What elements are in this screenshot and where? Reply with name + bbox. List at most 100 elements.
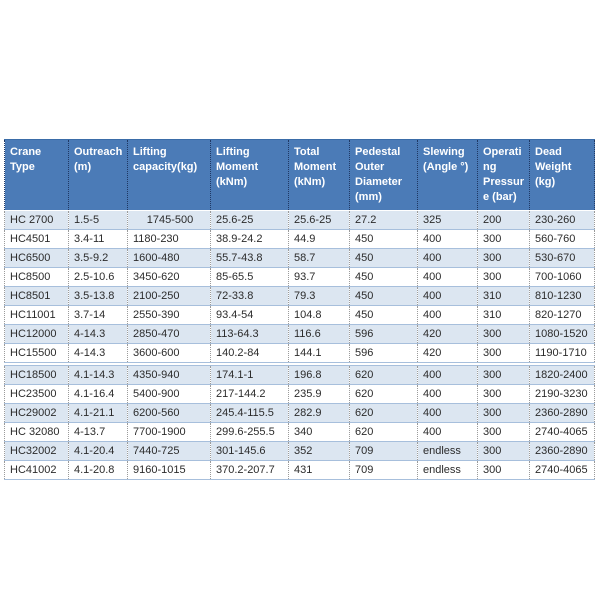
cell: 27.2	[349, 210, 418, 230]
cell: 2550-390	[127, 305, 211, 325]
cell: 810-1230	[529, 286, 595, 306]
cell: 1600-480	[127, 248, 211, 268]
cell: 596	[349, 343, 418, 363]
cell: 6200-560	[127, 403, 211, 423]
cell: 79.3	[288, 286, 350, 306]
cell: 235.9	[288, 384, 350, 404]
table-row: HC4501 3.4-11 1180-230 38.9-24.2 44.9 450 400 3…	[4, 229, 595, 249]
table-row: HC23500 4.1-16.4 5400-900 217-144.2 235.9 620…	[4, 384, 595, 404]
header-row: Crane Type Outreach (m) Lifting capacity(k…	[4, 139, 595, 211]
cell: 450	[349, 305, 418, 325]
cell: 245.4-115.5	[210, 403, 289, 423]
cell: HC6500	[4, 248, 69, 268]
cell: 400	[417, 305, 478, 325]
table-row: HC6500 3.5-9.2 1600-480 55.7-43.8 58.7 450 400…	[4, 248, 595, 268]
cell: 4-14.3	[68, 324, 128, 344]
cell: 230-260	[529, 210, 595, 230]
cell: endless	[417, 460, 478, 480]
cell: HC32002	[4, 441, 69, 461]
cell: 1190-1710	[529, 343, 595, 363]
cell: 7700-1900	[127, 422, 211, 442]
table-row: HC12000 4-14.3 2850-470 113-64.3 116.6 596 420…	[4, 324, 595, 344]
cell: 2.5-10.6	[68, 267, 128, 287]
cell: 196.8	[288, 365, 350, 385]
table-row: HC41002 4.1-20.8 9160-1015 370.2-207.7 431 70…	[4, 460, 595, 480]
cell: 299.6-255.5	[210, 422, 289, 442]
cell: 300	[477, 267, 530, 287]
column-header: Dead Weight (kg)	[529, 139, 595, 211]
cell: 400	[417, 229, 478, 249]
cell: 709	[349, 441, 418, 461]
cell: endless	[417, 441, 478, 461]
cell: 300	[477, 460, 530, 480]
cell: 3.5-9.2	[68, 248, 128, 268]
crane-spec-table: Crane Type Outreach (m) Lifting capacity(k…	[4, 139, 595, 480]
cell: 300	[477, 343, 530, 363]
cell: 93.7	[288, 267, 350, 287]
cell: 450	[349, 229, 418, 249]
cell: 4.1-14.3	[68, 365, 128, 385]
cell: HC8500	[4, 267, 69, 287]
cell: 140.2-84	[210, 343, 289, 363]
column-header: Lifting capacity(kg)	[127, 139, 211, 211]
column-header: Total Moment (kNm)	[288, 139, 350, 211]
cell: 174.1-1	[210, 365, 289, 385]
cell: 620	[349, 365, 418, 385]
cell: 113-64.3	[210, 324, 289, 344]
cell: 400	[417, 403, 478, 423]
table-row: HC18500 4.1-14.3 4350-940 174.1-1 196.8 620 40…	[4, 365, 595, 385]
row-gap	[4, 362, 595, 366]
cell: 7440-725	[127, 441, 211, 461]
cell: 2740-4065	[529, 460, 595, 480]
cell: 38.9-24.2	[210, 229, 289, 249]
cell: 300	[477, 248, 530, 268]
cell: 530-670	[529, 248, 595, 268]
table-row: HC8501 3.5-13.8 2100-250 72-33.8 79.3 450 400 3…	[4, 286, 595, 306]
cell: HC12000	[4, 324, 69, 344]
cell: HC 2700	[4, 210, 69, 230]
column-header: Pedestal Outer Diameter (mm)	[349, 139, 418, 211]
column-header: Operating Pressure (bar)	[477, 139, 530, 211]
table-row: HC 32080 4-13.7 7700-1900 299.6-255.5 340 620…	[4, 422, 595, 442]
table-row: HC15500 4-14.3 3600-600 140.2-84 144.1 596 420…	[4, 343, 595, 363]
cell: HC15500	[4, 343, 69, 363]
cell: 325	[417, 210, 478, 230]
cell: 25.6-25	[288, 210, 350, 230]
cell: 300	[477, 365, 530, 385]
table-row: HC 2700 1.5-5 1745-500 25.6-25 25.6-25 27.2 32…	[4, 210, 595, 230]
cell: 144.1	[288, 343, 350, 363]
cell: 3600-600	[127, 343, 211, 363]
cell: HC41002	[4, 460, 69, 480]
cell: 3.4-11	[68, 229, 128, 249]
cell: 420	[417, 324, 478, 344]
cell: 4.1-20.4	[68, 441, 128, 461]
cell: 4-14.3	[68, 343, 128, 363]
cell: 620	[349, 403, 418, 423]
cell: 217-144.2	[210, 384, 289, 404]
cell: 450	[349, 286, 418, 306]
cell: 400	[417, 384, 478, 404]
cell: 2100-250	[127, 286, 211, 306]
cell: 820-1270	[529, 305, 595, 325]
cell: 104.8	[288, 305, 350, 325]
cell: HC 32080	[4, 422, 69, 442]
cell: 3450-620	[127, 267, 211, 287]
column-header: Lifting Moment (kNm)	[210, 139, 289, 211]
cell: 1820-2400	[529, 365, 595, 385]
cell: 620	[349, 384, 418, 404]
cell: 400	[417, 267, 478, 287]
cell: 300	[477, 422, 530, 442]
cell: HC8501	[4, 286, 69, 306]
cell: 301-145.6	[210, 441, 289, 461]
cell: 282.9	[288, 403, 350, 423]
cell: 4.1-20.8	[68, 460, 128, 480]
cell: 2360-2890	[529, 441, 595, 461]
cell: 2360-2890	[529, 403, 595, 423]
cell: 420	[417, 343, 478, 363]
cell: 400	[417, 248, 478, 268]
cell: 1080-1520	[529, 324, 595, 344]
cell: 25.6-25	[210, 210, 289, 230]
cell: 310	[477, 286, 530, 306]
cell: 5400-900	[127, 384, 211, 404]
cell: 300	[477, 384, 530, 404]
